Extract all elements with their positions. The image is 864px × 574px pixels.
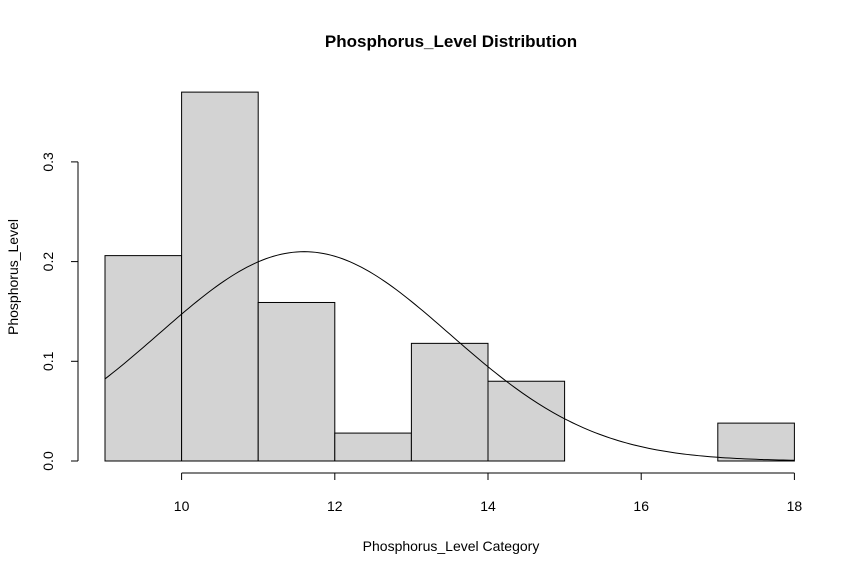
x-tick-label: 12 <box>327 498 343 514</box>
x-tick-label: 10 <box>174 498 190 514</box>
histogram-bar <box>104 255 183 462</box>
density-curve <box>104 251 795 461</box>
histogram-bar <box>487 380 566 462</box>
histogram-bar <box>181 91 259 462</box>
y-tick-label: 0.2 <box>40 252 56 272</box>
y-tick-label: 0.1 <box>40 351 56 371</box>
x-axis-label: Phosphorus_Level Category <box>363 538 540 554</box>
x-tick-label: 18 <box>787 498 803 514</box>
x-axis: 10 12 14 16 18 <box>174 472 803 514</box>
histogram-bars <box>104 91 795 462</box>
y-tick-label: 0.0 <box>40 451 56 471</box>
histogram-bar <box>257 301 336 462</box>
y-axis: 0.0 0.1 0.2 0.3 <box>40 152 79 471</box>
y-tick-label: 0.3 <box>40 152 56 172</box>
chart-title: Phosphorus_Level Distribution <box>325 32 577 51</box>
x-tick-label: 14 <box>480 498 496 514</box>
x-tick-label: 16 <box>633 498 649 514</box>
histogram-bar <box>410 342 489 462</box>
histogram-bar <box>334 432 412 462</box>
y-axis-label: Phosphorus_Level <box>5 219 21 335</box>
histogram-bar <box>717 422 795 462</box>
